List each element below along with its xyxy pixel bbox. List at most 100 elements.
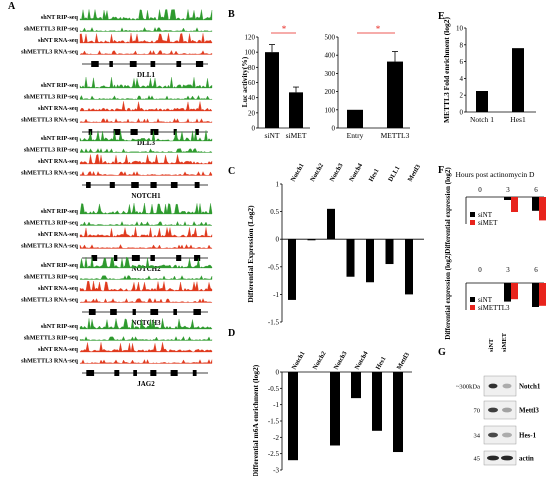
- bar-Notch4: [351, 372, 361, 399]
- x-tick-label: Entry: [347, 131, 364, 140]
- bar-Notch2: [307, 239, 316, 241]
- exon: [176, 61, 182, 67]
- y-tick-label: -1: [273, 291, 279, 299]
- legend-swatch: [470, 305, 475, 310]
- rip-seq-coverage: [79, 77, 213, 89]
- rna-seq-coverage: [79, 101, 213, 112]
- legend-swatch: [470, 297, 475, 302]
- y-tick-label: 4: [460, 75, 464, 83]
- rip-seq-coverage: [79, 130, 213, 142]
- exon: [195, 129, 199, 135]
- rip-seq-coverage: [79, 202, 213, 215]
- panel-label: C: [228, 166, 235, 177]
- y-tick-label: 6: [460, 58, 464, 66]
- mw-marker: ~300kDa: [456, 384, 480, 391]
- y-tick-label: 2: [460, 92, 464, 100]
- rna-seq-coverage: [79, 154, 213, 165]
- y-tick-label: 200: [325, 88, 336, 96]
- x-tick-label: Notch4: [348, 162, 364, 183]
- gene-name: JAG2: [137, 380, 155, 388]
- track-label: shMETTL3 RNA-seq: [21, 117, 78, 124]
- blot-band-siMET: [502, 383, 512, 389]
- rna-seq-coverage: [79, 342, 213, 353]
- gene-name: DLL3: [137, 139, 155, 147]
- x-tick-label: siNT: [265, 131, 280, 140]
- exon: [109, 182, 115, 188]
- y-tick-label: -2: [273, 434, 279, 442]
- rna-seq-coverage: [79, 118, 213, 123]
- legend-label: siMET: [478, 219, 498, 227]
- exon: [192, 370, 197, 376]
- rna-seq-coverage: [79, 227, 213, 238]
- y-tick-label: 0: [252, 125, 256, 133]
- mw-marker: 45: [474, 456, 481, 463]
- x-tick-label: Notch 1: [470, 115, 494, 124]
- x-tick-label: 6: [534, 266, 538, 274]
- exon: [129, 61, 137, 67]
- rip-seq-coverage: [79, 9, 213, 21]
- legend-label: siNT: [478, 296, 493, 304]
- track-label: shNT RIP-seq: [41, 208, 79, 215]
- x-tick-label: Mettl3: [407, 163, 423, 183]
- y-tick-label: -3: [273, 467, 279, 475]
- y-tick-label: 500: [325, 34, 336, 42]
- panel-label: A: [8, 1, 16, 12]
- y-axis-title: Differential m6A enrichment (log2): [251, 364, 260, 476]
- x-tick-label: METTL3: [381, 131, 410, 140]
- track-label: shMETTL3 RIP-seq: [24, 274, 79, 281]
- y-tick-label: 8: [460, 41, 464, 49]
- bar-METTL3: [387, 61, 403, 128]
- exon: [150, 309, 159, 315]
- track-label: shNT RIP-seq: [41, 14, 79, 21]
- y-tick-label: -2.5: [268, 450, 280, 458]
- track-label: shMETTL3 RNA-seq: [21, 49, 78, 56]
- bar-Notch4: [346, 239, 355, 277]
- y-tick-label: 100: [325, 106, 336, 114]
- track-label: shMETTL3 RIP-seq: [24, 26, 79, 33]
- track-label: shMETTL3 RNA-seq: [21, 358, 78, 365]
- bar-siMETTL3-3: [511, 283, 518, 300]
- y-axis-title: Luc activity(%): [240, 56, 249, 107]
- band-label: Notch1: [519, 383, 541, 391]
- mw-marker: 70: [474, 408, 481, 415]
- x-tick-label: siMET: [286, 131, 307, 140]
- rna-seq-coverage: [79, 50, 213, 55]
- y-tick-label: 120: [245, 34, 256, 42]
- x-tick-label: Notch1: [291, 350, 307, 371]
- y-axis-title: Differential Expression (Log2): [246, 205, 255, 303]
- exon: [132, 309, 136, 315]
- bar-siMETTL3-6: [539, 283, 546, 306]
- y-tick-label: 20: [248, 109, 256, 117]
- rip-seq-coverage: [79, 275, 213, 280]
- legend-label: siMETTL3: [478, 304, 510, 312]
- track-label: shNT RNA-seq: [38, 231, 78, 238]
- gene-name: NOTCH3: [131, 319, 161, 327]
- x-tick-label: 6: [534, 186, 538, 194]
- x-tick-label: Hes1: [375, 356, 388, 371]
- track-label: shMETTL3 RNA-seq: [21, 297, 78, 304]
- blot-band-siMET: [501, 455, 513, 461]
- track-label: shNT RNA-seq: [38, 105, 78, 112]
- y-tick-label: 0: [460, 109, 464, 117]
- y-tick-label: 100: [245, 49, 256, 57]
- band-label: Hes-1: [519, 432, 537, 440]
- blot-band-siNT: [488, 407, 498, 413]
- panel-label: F: [438, 165, 444, 176]
- blot-band-siMET: [502, 432, 512, 438]
- track-label: shNT RIP-seq: [41, 82, 79, 89]
- exon: [173, 129, 177, 135]
- x-tick-label: Notch2: [309, 162, 325, 183]
- blot-band-siMET: [502, 407, 512, 413]
- exon: [88, 309, 96, 315]
- panel-label: E: [438, 11, 445, 22]
- x-tick-label: Mettl3: [396, 351, 412, 371]
- x-tick-label: Hes1: [510, 115, 526, 124]
- y-tick-label: -1.5: [268, 418, 280, 426]
- blot-band-siNT: [488, 432, 498, 438]
- exon: [150, 129, 159, 135]
- y-axis-title: Differential expression (log2): [444, 253, 452, 340]
- bar-Hes1: [512, 48, 524, 112]
- y-tick-label: 10: [456, 25, 464, 33]
- y-tick-label: 0: [332, 125, 336, 133]
- rip-seq-coverage: [79, 27, 213, 32]
